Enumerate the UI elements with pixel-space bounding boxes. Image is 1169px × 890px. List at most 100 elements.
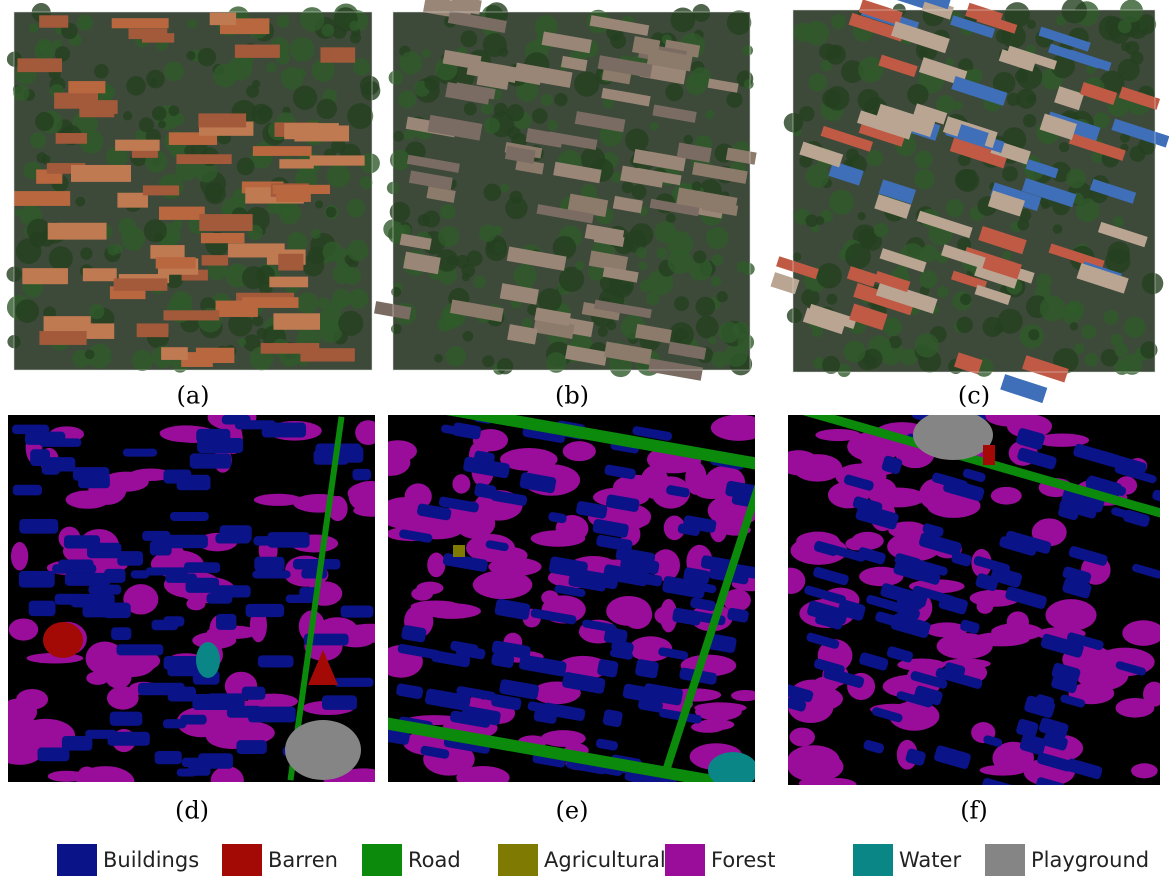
building-roof: [603, 341, 653, 365]
tree-canopy: [655, 247, 668, 260]
tree-canopy: [705, 110, 715, 120]
building-region: [1038, 717, 1069, 739]
forest-region: [210, 766, 244, 782]
building-roof: [142, 185, 180, 196]
tree-canopy: [693, 250, 707, 264]
building-region: [491, 652, 515, 668]
building-roof: [406, 154, 460, 173]
tree-canopy: [53, 39, 63, 49]
tree-canopy: [1036, 273, 1052, 290]
building-roof: [856, 110, 914, 140]
tree-canopy: [321, 23, 335, 37]
building-roof: [676, 142, 712, 163]
tree-canopy: [1117, 58, 1140, 81]
building-region: [19, 519, 59, 534]
tree-canopy: [388, 70, 404, 85]
tree-canopy: [575, 260, 585, 271]
forest-region: [8, 741, 42, 765]
tree-canopy: [163, 61, 184, 82]
building-roof: [476, 72, 510, 90]
tree-canopy: [462, 330, 474, 342]
tree-canopy: [403, 129, 416, 141]
building-roof: [858, 0, 903, 26]
tree-canopy: [80, 247, 93, 260]
building-region: [519, 472, 557, 494]
tree-canopy: [708, 336, 717, 345]
building-roof: [565, 344, 608, 366]
tree-canopy: [316, 98, 337, 120]
tree-canopy: [505, 196, 528, 220]
tree-canopy: [1066, 168, 1086, 189]
building-region: [893, 587, 914, 601]
forest-region: [347, 481, 375, 506]
building-roof: [399, 233, 432, 250]
building-region: [1060, 694, 1086, 708]
building-roof: [1022, 355, 1069, 383]
road-region: [788, 415, 1160, 521]
building-roof: [646, 48, 693, 72]
tree-canopy: [157, 120, 167, 129]
building-region: [70, 593, 115, 608]
tree-canopy: [54, 46, 71, 62]
building-region: [881, 455, 903, 475]
building-roof: [150, 245, 185, 259]
tree-canopy: [674, 296, 690, 312]
tree-canopy: [630, 223, 654, 247]
building-region: [1115, 661, 1146, 676]
building-roof: [17, 58, 62, 73]
tree-canopy: [175, 159, 198, 182]
tree-canopy: [1028, 329, 1040, 341]
tree-canopy: [554, 92, 568, 107]
building-region: [58, 559, 94, 569]
tree-canopy: [804, 20, 829, 46]
building-region: [85, 729, 118, 739]
building-roof: [279, 159, 314, 169]
tree-canopy: [610, 32, 627, 49]
tree-canopy: [857, 212, 866, 221]
tree-canopy: [332, 264, 353, 284]
tree-canopy: [460, 30, 478, 48]
tree-canopy: [149, 77, 158, 87]
tree-canopy: [937, 286, 949, 298]
tree-canopy: [500, 183, 510, 193]
tree-canopy: [646, 292, 660, 306]
building-region: [107, 731, 150, 746]
building-region: [857, 547, 886, 565]
building-region: [211, 585, 251, 598]
forest-region: [1045, 599, 1097, 632]
building-region: [1005, 530, 1052, 554]
building-roof: [115, 139, 160, 151]
building-roof: [584, 223, 625, 245]
building-region: [638, 698, 663, 713]
building-roof: [272, 184, 331, 195]
tree-canopy: [711, 351, 728, 368]
building-roof: [921, 0, 954, 20]
forest-region: [659, 598, 678, 633]
building-region: [252, 570, 291, 579]
building-region: [176, 474, 211, 491]
building-roof: [309, 155, 365, 166]
panel-caption: (e): [556, 797, 589, 825]
tree-canopy: [346, 198, 366, 218]
tree-canopy: [873, 222, 889, 238]
forest-region: [10, 542, 29, 571]
building-region: [1159, 527, 1169, 546]
building-region: [226, 705, 262, 718]
tree-canopy: [1004, 2, 1031, 28]
tree-canopy: [1093, 112, 1110, 129]
building-roof: [1097, 221, 1148, 248]
building-roof: [553, 161, 602, 184]
building-roof: [374, 301, 412, 320]
building-region: [109, 711, 143, 726]
building-region: [196, 428, 231, 443]
tree-canopy: [507, 126, 521, 140]
building-roof: [770, 272, 800, 295]
building-region: [1024, 695, 1056, 718]
building-region: [576, 501, 608, 519]
tree-canopy: [945, 199, 964, 218]
forest-region: [789, 727, 815, 747]
forest-region: [792, 454, 843, 482]
tree-canopy: [1067, 300, 1080, 313]
tree-canopy: [1052, 224, 1063, 234]
building-roof: [466, 59, 518, 83]
